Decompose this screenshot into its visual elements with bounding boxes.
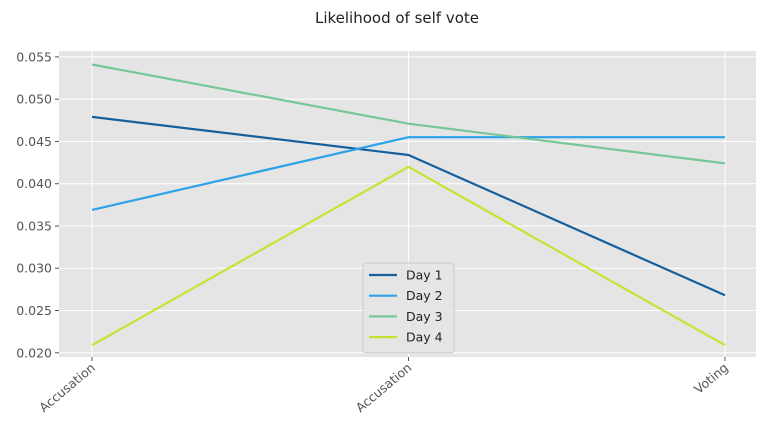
- series-line-day-2: [91, 136, 725, 211]
- legend: Day 1 Day 2 Day 3 Day 4: [362, 262, 455, 354]
- y-tick-label: 0.035: [16, 218, 52, 233]
- y-tick-label: 0.045: [16, 134, 52, 149]
- series-lines: [91, 63, 726, 347]
- legend-box: [362, 262, 455, 354]
- y-tick-label: 0.030: [16, 261, 52, 276]
- legend-label: Day 2: [406, 288, 443, 303]
- legend-label: Day 1: [406, 268, 443, 283]
- series-line-day-1: [91, 115, 726, 297]
- y-tick-label: 0.025: [16, 303, 52, 318]
- y-tick-label: 0.050: [16, 92, 52, 107]
- series-line-day-3: [91, 63, 726, 165]
- series-line-day-4: [91, 165, 726, 347]
- x-tick-label: Accusation: [353, 360, 415, 415]
- x-tick-label: Voting: [691, 360, 731, 397]
- y-tick-label: 0.040: [16, 176, 52, 191]
- legend-label: Day 4: [406, 330, 443, 345]
- y-tick-label: 0.055: [16, 49, 52, 64]
- chart-title: Likelihood of self vote: [315, 9, 479, 27]
- y-tick-label: 0.020: [16, 345, 52, 360]
- x-tick-label: Accusation: [36, 360, 98, 415]
- legend-label: Day 3: [406, 309, 443, 324]
